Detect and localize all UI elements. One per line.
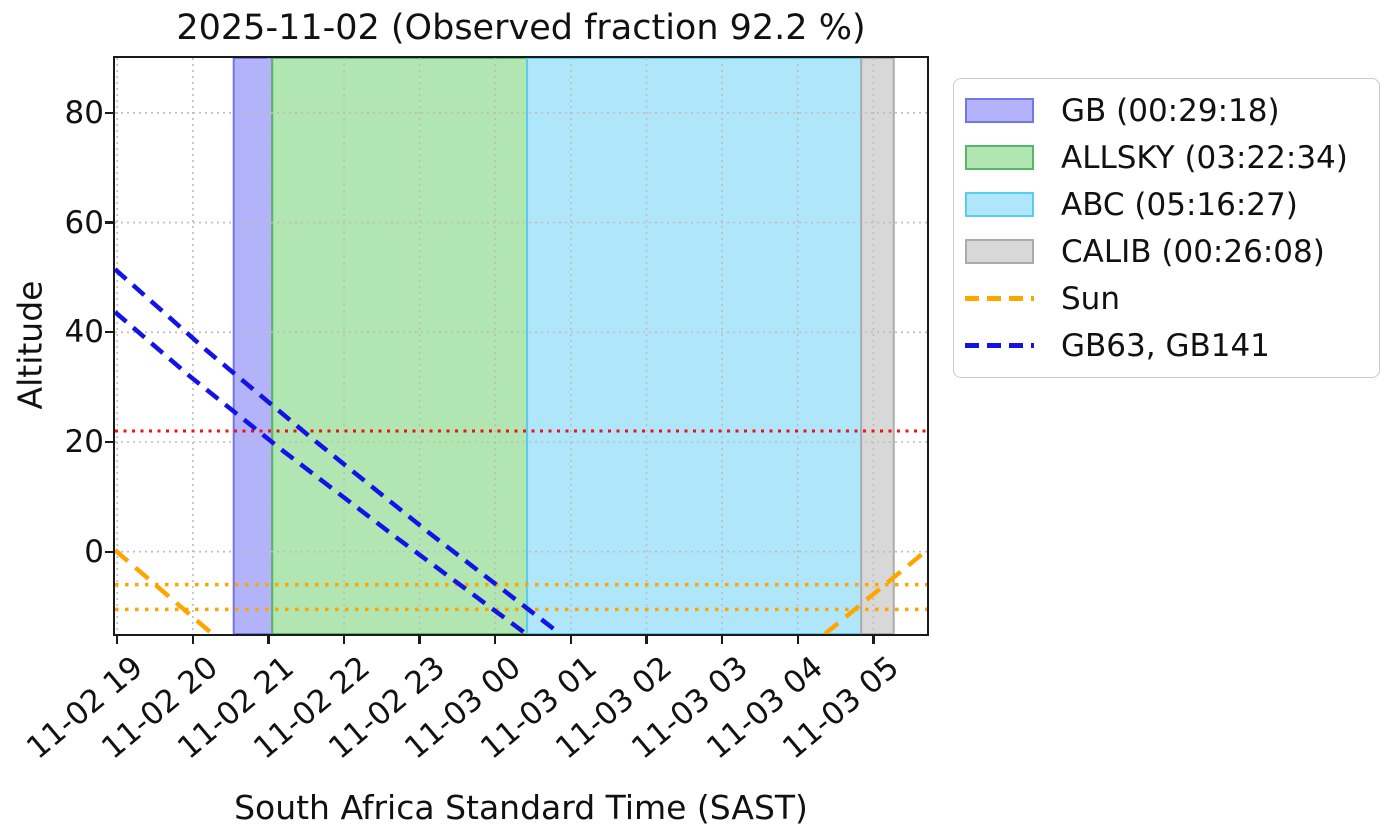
y-tick-label: 20	[64, 424, 104, 460]
legend-item-label: GB (00:29:18)	[1061, 92, 1280, 129]
x-tick-mark	[494, 636, 497, 644]
sun-line	[823, 548, 927, 634]
plot-area	[113, 56, 929, 636]
legend-patch-swatch	[965, 98, 1034, 123]
x-tick-mark	[645, 636, 648, 644]
band-calib	[860, 58, 895, 634]
x-tick-mark	[191, 636, 195, 644]
x-tick-mark	[267, 636, 270, 644]
chart-title: 2025-11-02 (Observed fraction 92.2 %)	[176, 8, 866, 48]
legend-patch-swatch	[965, 145, 1034, 170]
x-axis-label: South Africa Standard Time (SAST)	[234, 788, 808, 827]
legend-item: GB (00:29:18)	[954, 87, 1379, 134]
legend-item: ALLSKY (03:22:34)	[954, 134, 1379, 181]
y-tick-mark	[105, 440, 113, 444]
legend: GB (00:29:18) ALLSKY (03:22:34) ABC (05:16…	[953, 78, 1380, 378]
band-allsky	[271, 58, 529, 634]
legend-item-label: Sun	[1061, 280, 1120, 317]
legend-patch-swatch	[965, 192, 1034, 217]
legend-item: GB63, GB141	[954, 322, 1379, 369]
x-tick-mark	[116, 636, 119, 644]
plot-canvas	[115, 58, 927, 634]
y-tick-mark	[105, 221, 113, 224]
band-gb	[232, 58, 274, 634]
legend-line-swatch	[965, 296, 1034, 301]
x-tick-mark	[872, 636, 875, 644]
legend-item: CALIB (00:26:08)	[954, 228, 1379, 275]
target-line-gb63	[115, 267, 562, 634]
legend-patch-swatch	[965, 239, 1034, 264]
y-tick-mark	[105, 550, 113, 553]
y-tick-label: 0	[84, 533, 104, 570]
legend-item-label: ABC (05:16:27)	[1061, 186, 1298, 223]
x-tick-mark	[418, 636, 421, 644]
y-tick-label: 60	[64, 204, 104, 241]
y-tick-mark	[105, 331, 113, 334]
x-tick-mark	[569, 636, 573, 644]
target-line-gb141	[115, 310, 528, 634]
y-tick-label: 40	[64, 314, 104, 351]
legend-item-label: GB63, GB141	[1061, 327, 1270, 364]
y-tick-mark	[105, 111, 113, 115]
x-tick-mark	[720, 636, 724, 644]
legend-item-label: CALIB (00:26:08)	[1061, 233, 1325, 270]
sun-line	[115, 548, 214, 634]
x-tick-mark	[342, 636, 346, 644]
legend-item: Sun	[954, 275, 1379, 322]
x-tick-mark	[796, 636, 799, 644]
legend-line-swatch	[965, 343, 1034, 348]
legend-item: ABC (05:16:27)	[954, 181, 1379, 228]
y-tick-label: 80	[64, 94, 104, 131]
legend-item-label: ALLSKY (03:22:34)	[1061, 139, 1348, 176]
band-abc	[526, 58, 863, 634]
